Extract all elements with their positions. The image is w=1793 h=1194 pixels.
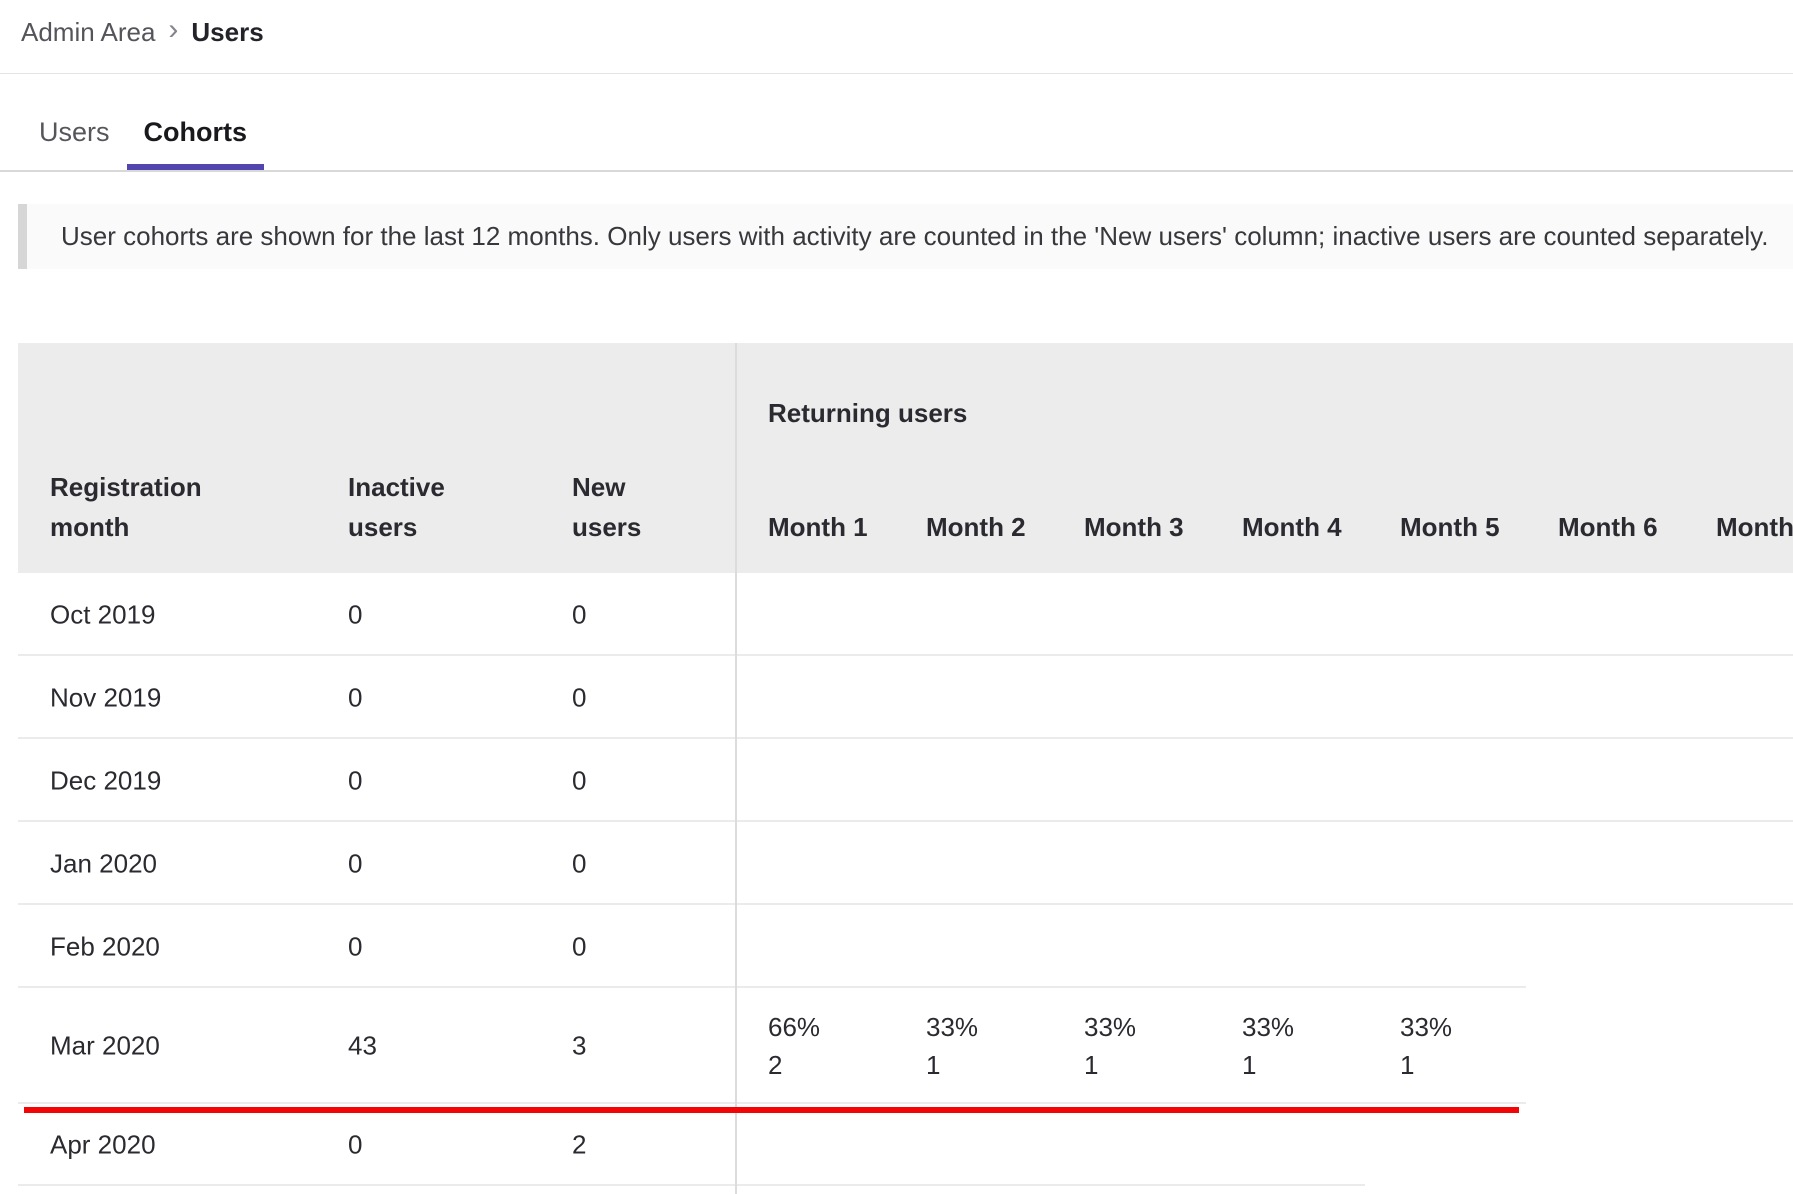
column-header-registration-month: Registration month [50,472,202,542]
column-header-month-4: Month 4 [1242,512,1342,542]
inactive-users-value: 43 [348,1030,377,1061]
column-header-month-5: Month 5 [1400,512,1500,542]
column-header-month-7: Month 7 [1716,512,1793,542]
returning-percent: 33% [1400,1012,1453,1042]
inactive-users-value: 0 [348,682,363,712]
new-users-value: 0 [572,765,587,795]
table-row-jan-2020: Jan 2020 0 0 [18,822,1793,905]
tab-bar: Users Cohorts [0,95,1793,172]
registration-month-value: Apr 2020 [50,1129,156,1160]
table-row-dec-2019: Dec 2019 0 0 [18,739,1793,822]
registration-month-value: Dec 2019 [50,765,162,795]
returning-count: 1 [1400,1050,1415,1080]
tab-users[interactable]: Users [22,95,127,170]
row-separator [18,1184,1365,1186]
registration-month-value: Jan 2020 [50,848,157,878]
new-users-value: 0 [572,931,587,961]
inactive-users-value: 0 [348,1129,363,1160]
breadcrumb: Admin Area › Users [21,10,264,54]
new-users-value: 2 [572,1129,587,1160]
new-users-value: 0 [572,599,587,629]
tab-users-label: Users [39,117,110,147]
returning-users-month-1: 66% 2 [768,1008,908,1084]
column-header-month-6: Month 6 [1558,512,1658,542]
returning-count: 2 [768,1050,783,1080]
inactive-users-value: 0 [348,931,363,961]
new-users-value: 0 [572,682,587,712]
registration-month-value: Mar 2020 [50,1030,160,1061]
registration-month-value: Nov 2019 [50,682,162,712]
returning-count: 1 [1084,1050,1099,1080]
returning-users-month-3: 33% 1 [1084,1008,1224,1084]
breadcrumb-link-admin-area[interactable]: Admin Area [21,16,156,47]
column-header-inactive-users: Inactive users [348,472,445,542]
column-header-month-2: Month 2 [926,512,1026,542]
active-tab-indicator [126,164,265,170]
table-row-apr-2020: Apr 2020 0 2 [18,1104,1793,1186]
new-users-value: 0 [572,848,587,878]
registration-month-value: Feb 2020 [50,931,160,961]
returning-users-month-5: 33% 1 [1400,1008,1540,1084]
inactive-users-value: 0 [348,765,363,795]
table-row-nov-2019: Nov 2019 0 0 [18,656,1793,739]
returning-count: 1 [1242,1050,1257,1080]
row-separator [18,1102,1526,1104]
returning-percent: 33% [926,1012,979,1042]
tab-cohorts[interactable]: Cohorts [126,95,265,170]
inactive-users-value: 0 [348,599,363,629]
row-separator [18,654,1793,656]
row-separator [18,986,1526,988]
table-row-feb-2020: Feb 2020 0 0 [18,905,1793,988]
info-banner-text: User cohorts are shown for the last 12 m… [61,221,1769,251]
table-row-oct-2019: Oct 2019 0 0 [18,573,1793,656]
returning-percent: 33% [1084,1012,1137,1042]
registration-month-value: Oct 2019 [50,599,156,629]
row-separator [18,903,1793,905]
returning-users-month-2: 33% 1 [926,1008,1066,1084]
table-row-mar-2020: Mar 2020 43 3 66% 2 33% 1 33% 1 33% 1 33… [18,988,1793,1104]
info-banner: User cohorts are shown for the last 12 m… [18,204,1793,269]
cohorts-table: Registration month Inactive users New us… [18,343,1793,1186]
returning-percent: 33% [1242,1012,1295,1042]
column-divider [735,343,737,1194]
tab-cohorts-label: Cohorts [143,117,248,147]
breadcrumb-divider [0,73,1793,74]
new-users-value: 3 [572,1030,587,1061]
column-header-month-1: Month 1 [768,512,868,542]
chevron-right-icon: › [168,13,179,46]
returning-count: 1 [926,1050,941,1080]
group-header-returning-users: Returning users [768,398,968,428]
breadcrumb-current-users: Users [191,16,264,47]
column-header-month-3: Month 3 [1084,512,1184,542]
row-separator [18,820,1793,822]
inactive-users-value: 0 [348,848,363,878]
row-separator [18,737,1793,739]
returning-users-month-4: 33% 1 [1242,1008,1382,1084]
column-header-new-users: New users [572,472,642,542]
returning-percent: 66% [768,1012,821,1042]
red-annotation-line [24,1107,1519,1113]
table-header: Registration month Inactive users New us… [18,343,1793,573]
